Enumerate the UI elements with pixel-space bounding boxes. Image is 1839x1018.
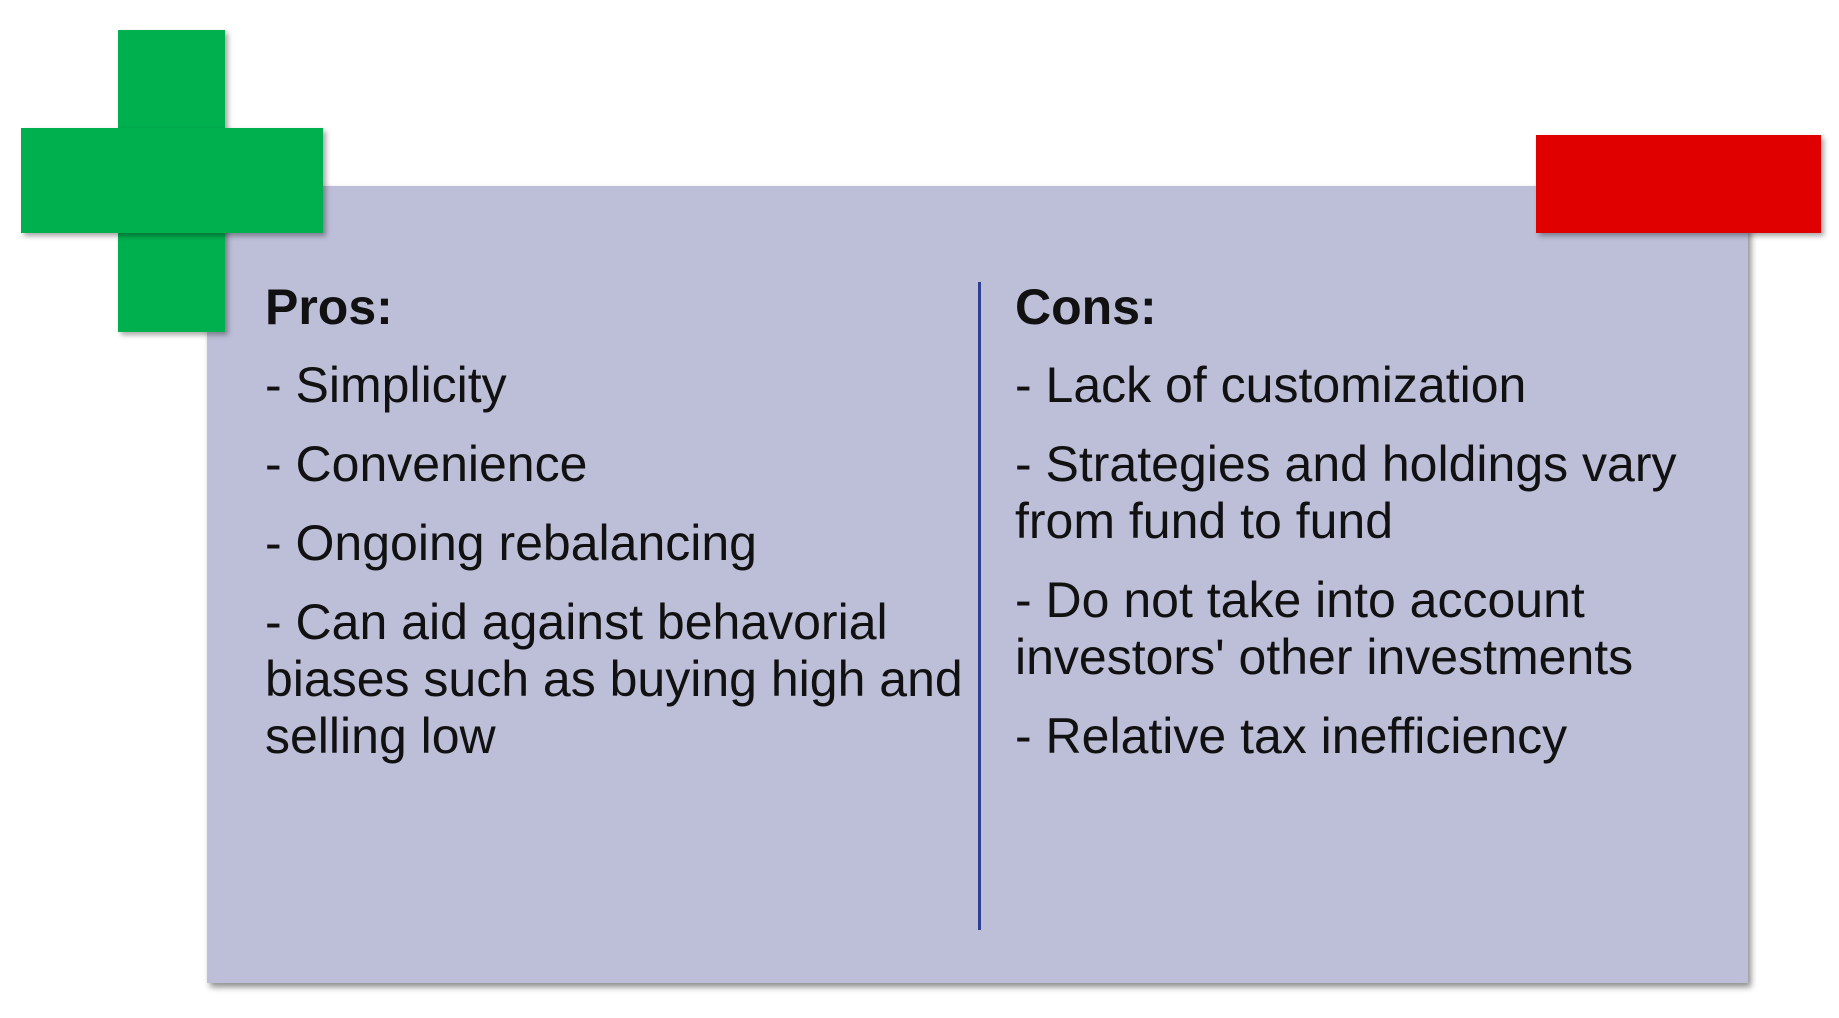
cons-item: - Relative tax inefficiency	[1015, 708, 1568, 764]
pros-column: Pros: - Simplicity - Convenience - Ongoing…	[265, 279, 965, 787]
pros-item: - Convenience	[265, 436, 588, 492]
pros-item: - Ongoing rebalancing	[265, 515, 757, 571]
pros-item: - Simplicity	[265, 357, 507, 413]
pros-item: - Can aid against behavorial biases such…	[265, 594, 963, 764]
cons-item: - Lack of customization	[1015, 357, 1527, 413]
panel	[207, 186, 1748, 983]
divider	[978, 282, 981, 930]
pros-title: Pros:	[265, 279, 393, 335]
cons-item: - Do not take into account investors' ot…	[1015, 572, 1634, 685]
cons-title: Cons:	[1015, 279, 1157, 335]
plus-horizontal	[21, 128, 323, 233]
minus-sign	[1536, 135, 1821, 233]
cons-column: Cons: - Lack of customization - Strategie…	[1015, 279, 1730, 787]
cons-item: - Strategies and holdings vary from fund…	[1015, 436, 1677, 549]
